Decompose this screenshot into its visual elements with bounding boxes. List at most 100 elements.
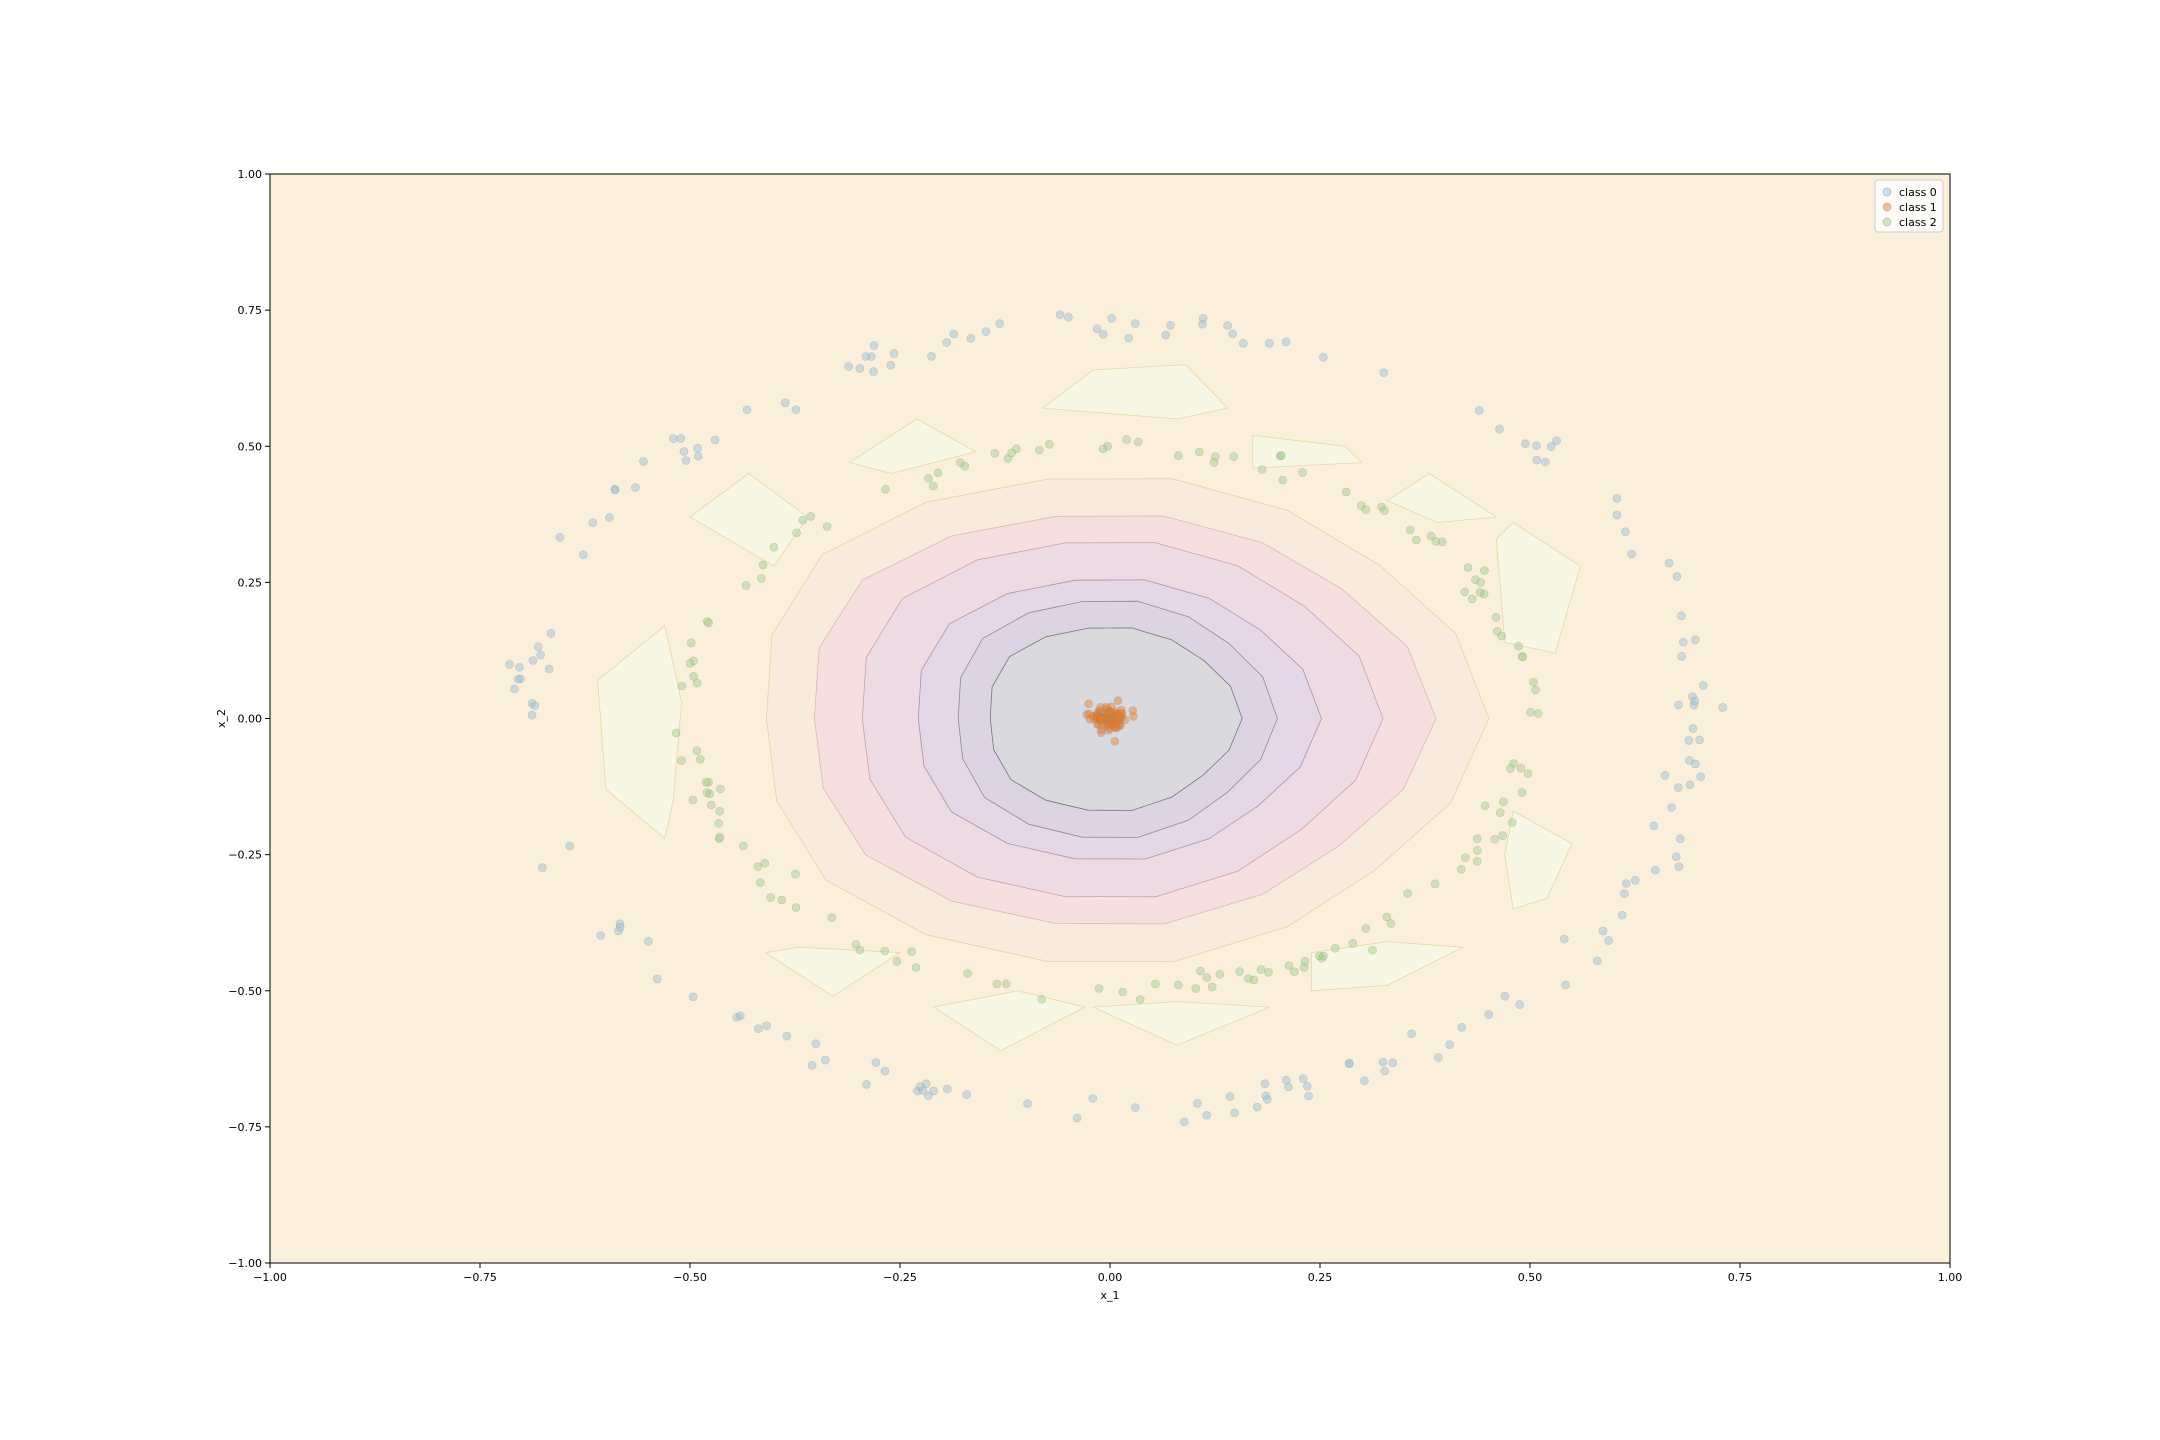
x-tick-label: 0.00 xyxy=(1098,1271,1123,1284)
point-class-0 xyxy=(1381,1067,1389,1075)
point-class-0 xyxy=(1620,890,1628,898)
point-class-2 xyxy=(1208,983,1216,991)
point-class-0 xyxy=(1685,737,1693,745)
legend-marker xyxy=(1883,188,1891,196)
point-class-2 xyxy=(1412,536,1420,544)
point-class-0 xyxy=(1599,927,1607,935)
point-class-2 xyxy=(1362,925,1370,933)
point-class-0 xyxy=(1180,1118,1188,1126)
point-class-0 xyxy=(1628,550,1636,558)
point-class-0 xyxy=(763,1022,771,1030)
point-class-2 xyxy=(993,980,1001,988)
point-class-2 xyxy=(792,870,800,878)
point-class-2 xyxy=(1473,846,1481,854)
point-class-0 xyxy=(1532,442,1540,450)
point-class-0 xyxy=(1089,1095,1097,1103)
point-class-0 xyxy=(1108,314,1116,322)
point-class-2 xyxy=(1285,962,1293,970)
point-class-0 xyxy=(1064,313,1072,321)
point-class-2 xyxy=(705,619,713,627)
point-class-0 xyxy=(863,1080,871,1088)
point-class-0 xyxy=(529,657,537,665)
x-axis-label: x_1 xyxy=(1100,1289,1119,1302)
y-axis-ticks: −1.00−0.75−0.50−0.250.000.250.500.751.00 xyxy=(228,168,270,1270)
point-class-2 xyxy=(1299,468,1307,476)
point-class-0 xyxy=(943,338,951,346)
point-class-1 xyxy=(1129,707,1137,715)
point-class-0 xyxy=(711,436,719,444)
point-class-0 xyxy=(1674,784,1682,792)
point-class-2 xyxy=(912,964,920,972)
point-class-0 xyxy=(1541,458,1549,466)
point-class-2 xyxy=(934,469,942,477)
point-class-2 xyxy=(1457,865,1465,873)
point-class-2 xyxy=(893,957,901,965)
point-class-0 xyxy=(963,1091,971,1099)
point-class-2 xyxy=(1464,564,1472,572)
point-class-2 xyxy=(964,970,972,978)
point-class-0 xyxy=(781,399,789,407)
point-class-0 xyxy=(1475,406,1483,414)
point-class-0 xyxy=(1345,1059,1353,1067)
point-class-0 xyxy=(943,1085,951,1093)
point-class-0 xyxy=(538,864,546,872)
point-class-2 xyxy=(756,879,764,887)
point-class-0 xyxy=(677,434,685,442)
point-class-2 xyxy=(1236,968,1244,976)
point-class-0 xyxy=(653,975,661,983)
point-class-0 xyxy=(1265,339,1273,347)
point-class-2 xyxy=(1362,506,1370,514)
point-class-2 xyxy=(689,796,697,804)
point-class-0 xyxy=(872,1058,880,1066)
point-class-0 xyxy=(856,364,864,372)
point-class-0 xyxy=(1224,322,1232,330)
point-class-2 xyxy=(1519,653,1527,661)
point-class-2 xyxy=(778,896,786,904)
point-class-0 xyxy=(1199,314,1207,322)
point-class-0 xyxy=(680,448,688,456)
point-class-0 xyxy=(845,363,853,371)
y-tick-label: −0.25 xyxy=(228,849,262,862)
point-class-0 xyxy=(1485,1011,1493,1019)
point-class-2 xyxy=(767,894,775,902)
point-class-0 xyxy=(1284,1083,1292,1091)
point-class-0 xyxy=(1380,369,1388,377)
point-class-0 xyxy=(1679,638,1687,646)
point-class-0 xyxy=(694,444,702,452)
point-class-0 xyxy=(534,643,542,651)
point-class-2 xyxy=(742,582,750,590)
point-class-0 xyxy=(1299,1075,1307,1083)
point-class-1 xyxy=(1097,715,1105,723)
point-class-0 xyxy=(1562,981,1570,989)
point-class-0 xyxy=(982,328,990,336)
point-class-2 xyxy=(1046,440,1054,448)
point-class-2 xyxy=(716,807,724,815)
point-class-0 xyxy=(1631,876,1639,884)
point-class-0 xyxy=(783,1032,791,1040)
point-class-2 xyxy=(1279,476,1287,484)
point-class-2 xyxy=(1257,966,1265,974)
point-class-2 xyxy=(757,575,765,583)
point-class-2 xyxy=(1468,595,1476,603)
point-class-0 xyxy=(1099,330,1107,338)
point-class-0 xyxy=(1458,1023,1466,1031)
point-class-0 xyxy=(1131,320,1139,328)
point-class-0 xyxy=(887,361,895,369)
point-class-0 xyxy=(1446,1041,1454,1049)
point-class-2 xyxy=(1477,578,1485,586)
point-class-0 xyxy=(1516,1001,1524,1009)
point-class-0 xyxy=(1303,1082,1311,1090)
point-class-0 xyxy=(1125,334,1133,342)
point-class-0 xyxy=(611,486,619,494)
point-class-0 xyxy=(1389,1059,1397,1067)
point-class-0 xyxy=(1691,636,1699,644)
x-tick-label: −1.00 xyxy=(253,1271,287,1284)
point-class-0 xyxy=(1263,1096,1271,1104)
point-class-2 xyxy=(703,789,711,797)
point-class-0 xyxy=(919,1086,927,1094)
point-class-2 xyxy=(1527,708,1535,716)
point-class-0 xyxy=(644,937,652,945)
point-class-0 xyxy=(1162,331,1170,339)
legend-marker xyxy=(1883,218,1891,226)
